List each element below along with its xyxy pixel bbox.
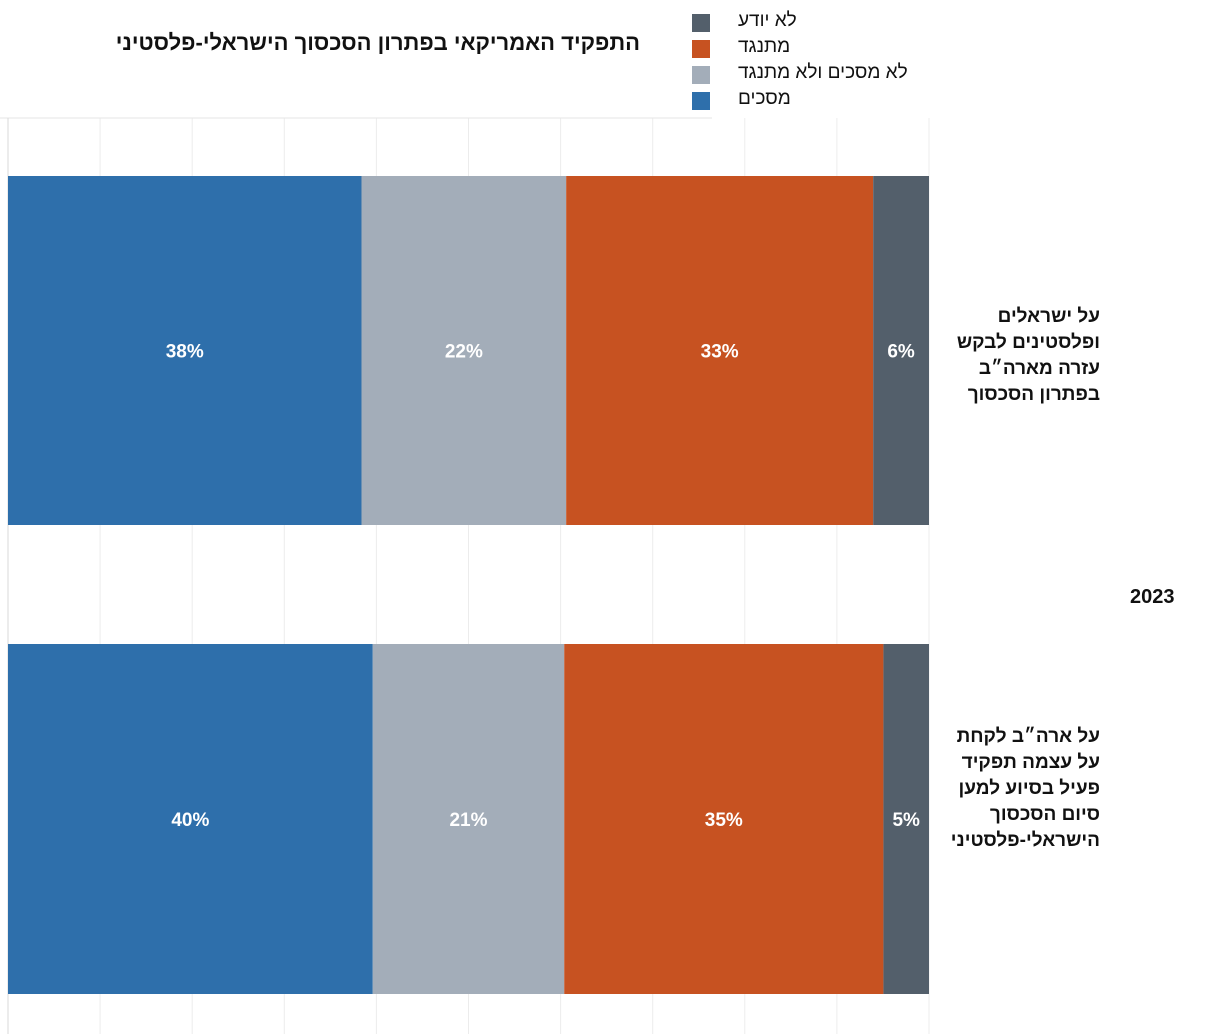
bar-segment	[8, 644, 373, 994]
bar-value-label: 35%	[705, 810, 743, 831]
bar-value-label: 40%	[171, 810, 209, 831]
chart-title: התפקיד האמריקאי בפתרון הסכסוך הישראלי-פל…	[115, 30, 640, 55]
legend-label-neutral: לא מסכים ולא מתנגד	[738, 62, 908, 83]
legend: לא יודע מתנגד לא מסכים ולא מתנגד מסכים	[690, 10, 940, 114]
bar-value-label: 33%	[701, 342, 739, 363]
category-label-2: על ארה״ב לקחת על עצמה תפקיד פעיל בסיוע ל…	[950, 726, 1100, 851]
legend-swatch-agree	[692, 92, 710, 110]
bar-segment	[564, 644, 884, 994]
legend-item-dont-know: לא יודע	[690, 10, 940, 36]
group-label-year: 2023	[1130, 586, 1175, 608]
bar-value-label: 21%	[449, 810, 487, 831]
bar-value-label: 38%	[166, 342, 204, 363]
bar-segment	[566, 176, 874, 525]
legend-item-neutral: לא מסכים ולא מתנגד	[690, 62, 940, 88]
bar-segment	[372, 644, 565, 994]
legend-item-oppose: מתנגד	[690, 36, 940, 62]
bar-value-label: 22%	[445, 342, 483, 363]
bar-segment	[873, 176, 929, 525]
bar-segment	[883, 644, 929, 994]
legend-label-agree: מסכים	[738, 88, 791, 109]
bar-segment	[361, 176, 567, 525]
legend-label-oppose: מתנגד	[738, 36, 791, 57]
bar-segment	[8, 176, 362, 525]
legend-swatch-dont-know	[692, 14, 710, 32]
legend-item-agree: מסכים	[690, 88, 940, 114]
legend-swatch-oppose	[692, 40, 710, 58]
category-label-1: על ישראלים ופלסטינים לבקש עזרה מארה״ב בפ…	[956, 306, 1100, 405]
bar-value-label: 5%	[892, 810, 920, 831]
legend-label-dont-know: לא יודע	[738, 10, 797, 31]
legend-swatch-neutral	[692, 66, 710, 84]
bar-value-label: 6%	[887, 342, 915, 363]
